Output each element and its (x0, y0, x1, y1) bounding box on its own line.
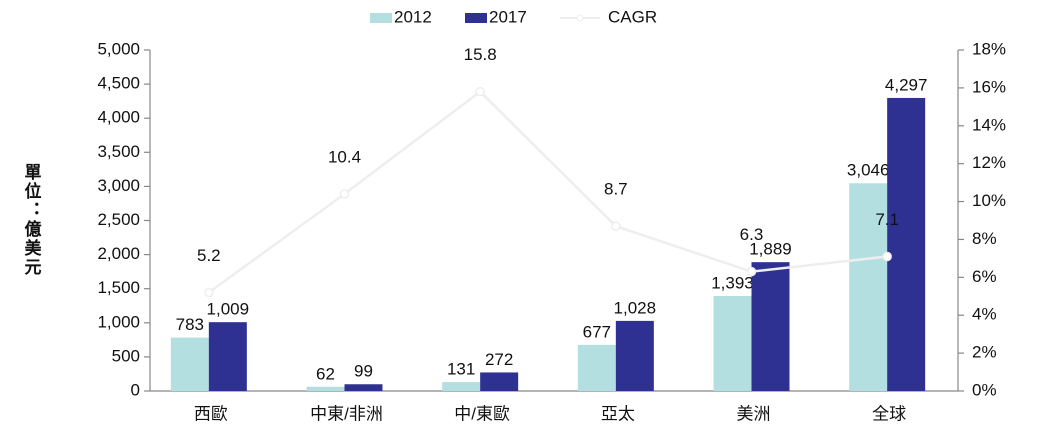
x-tick-label: 中東/非洲 (310, 404, 383, 423)
y2-tick-label: 8% (972, 229, 997, 248)
y-tick-label: 1,500 (97, 278, 140, 297)
bar (306, 386, 345, 391)
cagr-point (475, 86, 485, 97)
cagr-point (746, 266, 757, 277)
y-tick-label: 500 (112, 346, 140, 365)
bar (208, 322, 247, 391)
bar (442, 382, 481, 391)
cagr-point (339, 189, 350, 199)
cagr-point (611, 221, 621, 231)
y2-tick-label: 4% (972, 305, 997, 324)
y2-tick-label: 16% (972, 77, 1006, 96)
data-label: 1,889 (749, 240, 792, 259)
x-tick-label: 全球 (872, 404, 906, 423)
legend-label: 2012 (394, 7, 432, 26)
data-label: 677 (583, 322, 611, 341)
bar (344, 384, 383, 391)
bar (751, 262, 790, 391)
data-label: 131 (447, 360, 475, 379)
data-label: 62 (316, 364, 335, 383)
legend-label: CAGR (608, 7, 657, 26)
data-label: 7.1 (875, 210, 899, 229)
y-tick-label: 1,000 (97, 312, 140, 331)
y-tick-label: 3,500 (97, 142, 140, 161)
legend-marker (576, 14, 584, 22)
cagr-line (208, 90, 888, 294)
legend-swatch (465, 13, 487, 23)
bar (480, 372, 519, 391)
y-tick-label: 2,000 (97, 244, 140, 263)
data-label: 783 (176, 315, 204, 334)
data-label: 3,046 (847, 161, 890, 180)
x-tick-label: 亞太 (601, 404, 635, 423)
x-tick-label: 西歐 (194, 404, 228, 423)
bar (615, 320, 654, 391)
legend-swatch (370, 13, 392, 23)
bar (887, 97, 926, 391)
cagr-point (882, 251, 892, 262)
data-label: 5.2 (197, 246, 221, 265)
y-axis-label: 單位：億美元 (22, 163, 42, 277)
data-label: 1,393 (711, 273, 754, 292)
y2-tick-label: 10% (972, 191, 1006, 210)
y2-tick-label: 18% (972, 39, 1006, 58)
cagr-point (204, 287, 214, 298)
data-label: 99 (354, 362, 373, 381)
y2-tick-label: 0% (972, 380, 997, 399)
data-label: 4,297 (885, 75, 928, 94)
data-label: 15.8 (464, 45, 497, 64)
data-label: 10.4 (328, 147, 361, 166)
bar (713, 295, 752, 391)
data-label: 1,028 (614, 298, 657, 317)
y2-tick-label: 6% (972, 267, 997, 286)
y2-tick-label: 2% (972, 343, 997, 362)
bar (577, 344, 616, 391)
y2-tick-label: 12% (972, 153, 1006, 172)
y-tick-label: 0 (131, 380, 140, 399)
data-label: 8.7 (604, 180, 628, 199)
data-label: 6.3 (740, 225, 764, 244)
y-tick-label: 3,000 (97, 176, 140, 195)
bar (170, 337, 209, 391)
data-label: 1,009 (207, 300, 250, 319)
data-label: 272 (485, 350, 513, 369)
y-tick-label: 4,000 (97, 108, 140, 127)
legend-label: 2017 (489, 7, 527, 26)
y-tick-label: 5,000 (97, 39, 140, 58)
y-tick-label: 4,500 (97, 74, 140, 93)
y-tick-label: 2,500 (97, 210, 140, 229)
x-tick-label: 中/東歐 (454, 404, 510, 423)
x-tick-label: 美洲 (737, 404, 771, 423)
y2-tick-label: 14% (972, 115, 1006, 134)
bar (849, 183, 888, 391)
